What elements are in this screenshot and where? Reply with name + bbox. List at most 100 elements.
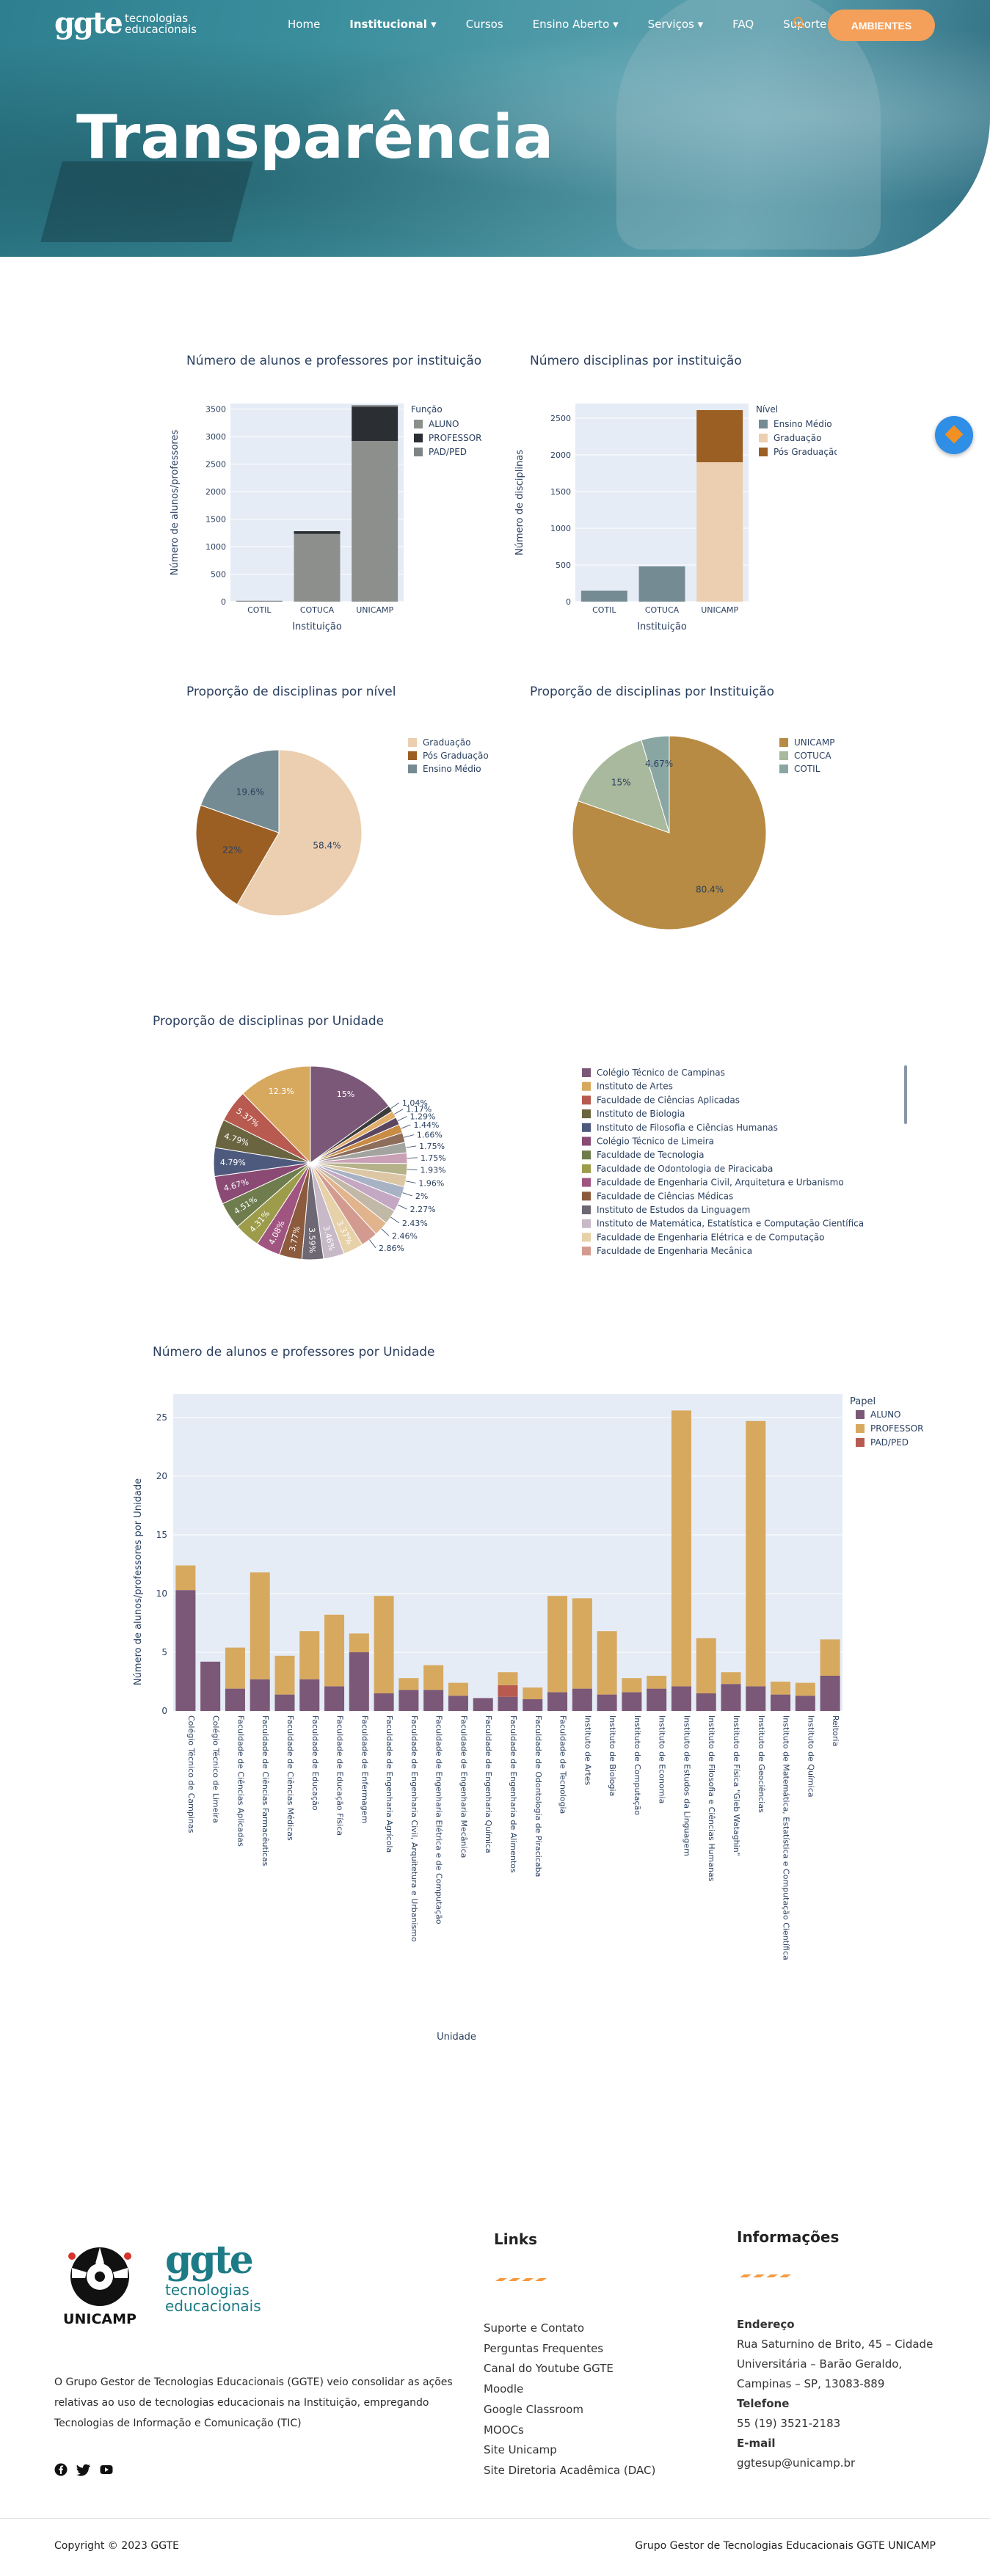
x-tick-label: Instituto de Computação [633,1715,642,1815]
x-axis-title: Unidade [437,2032,476,2043]
legend-label: UNICAMP [794,737,834,748]
footer-description: O Grupo Gestor de Tecnologias Educaciona… [54,2376,453,2429]
footer-link-moodle[interactable]: Moodle [484,2382,524,2396]
chart5-title: Proporção de disciplinas por Unidade [153,1014,385,1029]
bar-professor [572,1598,592,1689]
legend-swatch [414,420,423,428]
y-axis-title: Número de alunos/professores por Unidade [133,1478,144,1685]
legend-label: Instituto de Estudos da Linguagem [597,1205,750,1215]
y-tick-label: 2000 [550,450,571,460]
pie-label-connector [407,1157,418,1159]
legend-swatch [759,448,768,456]
address-label: Endereço [737,2318,795,2331]
search-icon[interactable] [793,16,807,31]
ambientes-button[interactable]: AMBIENTES [828,10,935,41]
pie-slice-label: 1.75% [421,1153,446,1163]
legend-label: Instituto de Biologia [597,1109,685,1119]
bar-aluno [225,1688,245,1711]
y-tick-label: 2000 [205,487,226,497]
footer-link-moocs[interactable]: MOOCs [484,2423,524,2437]
pie-slice [641,735,670,833]
bar-aluno [448,1696,468,1711]
x-tick-label: Faculdade de Engenharia Civil, Arquitetu… [410,1715,419,1942]
legend-label: ALUNO [429,419,459,429]
bar-aluno [746,1686,766,1711]
y-tick-label: 15 [156,1530,167,1540]
cube-icon [944,425,964,444]
footer-link-faq[interactable]: Perguntas Frequentes [484,2341,604,2355]
menu-item-cursos[interactable]: Cursos [465,18,503,31]
bar-aluno [352,441,398,602]
menu-item-institucional[interactable]: Institucional ▾ [349,18,437,31]
x-tick-label: UNICAMP [356,605,393,615]
bar-aluno [622,1692,642,1711]
x-tick-label: Instituto de Estudos da Linguagem [682,1715,691,1856]
legend-swatch [582,1233,591,1242]
bar-professor [352,406,398,441]
legend-swatch [582,1205,591,1214]
email-label: E-mail [737,2437,776,2450]
x-tick-label: Instituto de Física "Gleb Wataghin" [732,1715,741,1856]
x-tick-label: COTIL [247,605,272,615]
bar-aluno [236,601,283,602]
bar-aluno [274,1694,295,1711]
footer-link-dac[interactable]: Site Diretoria Acadêmica (DAC) [484,2463,656,2477]
footer-link-suporte[interactable]: Suporte e Contato [484,2321,585,2335]
legend-swatch [856,1410,865,1419]
unicamp-logo[interactable]: UNICAMP [54,2241,150,2329]
legend-label: Faculdade de Ciências Médicas [597,1191,733,1201]
legend-label: PROFESSOR [429,433,482,443]
legend-swatch [582,1095,591,1105]
bar-professor [597,1631,617,1695]
menu-item-faq[interactable]: FAQ [732,18,754,31]
bar-pad-ped [498,1685,518,1697]
main-menu: Home Institucional ▾ Cursos Ensino Abert… [288,18,856,31]
pie-slice-label: 2.86% [379,1244,404,1253]
y-tick-label: 2500 [550,414,571,423]
ggte-footer-logo[interactable]: ggte tecnologias educacionais [165,2239,275,2315]
bar-professor [746,1420,766,1687]
chart-disciplinas-instituicao: 0 500 1000 1500 2000 2500 COTIL COTUCA UNICAMP In… [514,404,837,632]
floating-widget-button[interactable] [935,416,973,454]
youtube-icon[interactable] [100,2463,113,2476]
footer-link-youtube[interactable]: Canal do Youtube GGTE [484,2362,614,2376]
y-tick-label: 0 [161,1706,167,1716]
bar-p-s-gradua-o [696,410,743,462]
legend-swatch [582,1109,591,1119]
y-tick-label: 2500 [205,460,226,470]
chart-alunos-professores-unidade: 0 5 10 15 20 25 Colégio Técnico de Campinas Col… [133,1394,924,2043]
menu-item-ensino-aberto[interactable]: Ensino Aberto ▾ [532,18,619,31]
pie-slice-label: 2.27% [410,1205,436,1214]
ggte-footer-text: tecnologias educacionais [165,2281,261,2315]
copyright-text: Copyright © 2023 GGTE [54,2540,179,2552]
email-text[interactable]: ggtesup@unicamp.br [737,2456,856,2470]
bar-aluno [324,1686,345,1711]
legend-swatch [582,1068,591,1077]
bar-aluno [721,1684,741,1711]
bar-professor [523,1687,543,1699]
bar-aluno [299,1679,320,1711]
y-tick-label: 0 [221,597,226,607]
pie-label-connector [390,1216,400,1224]
bar-professor [448,1682,468,1696]
menu-item-servicos[interactable]: Serviços ▾ [647,18,704,31]
phone-text: 55 (19) 3521-2183 [737,2417,841,2430]
x-tick-label: Faculdade de Educação [310,1715,320,1811]
pie-slice-label: 22% [222,844,242,855]
menu-item-home[interactable]: Home [288,18,321,31]
bar-aluno [671,1686,691,1711]
legend-swatch [414,434,423,442]
bar-professor [225,1647,245,1689]
bar-ensino-m-dio [638,566,685,602]
legend-label: PAD/PED [429,447,467,457]
legend-title: Nível [756,404,778,415]
chart-proporcao-unidade: 15% 1.04%1.17%1.29%1.44%1.66% 1.75% 1.75% 1.… [213,1065,907,1260]
bar-aluno [374,1693,394,1711]
legend-label: Colégio Técnico de Limeira [597,1136,714,1147]
facebook-icon[interactable] [54,2463,68,2476]
footer-link-unicamp[interactable]: Site Unicamp [484,2443,557,2457]
twitter-icon[interactable] [76,2463,91,2476]
footer-link-classroom[interactable]: Google Classroom [484,2402,583,2416]
bar-professor [547,1596,568,1693]
pie-label-connector [401,1124,411,1129]
